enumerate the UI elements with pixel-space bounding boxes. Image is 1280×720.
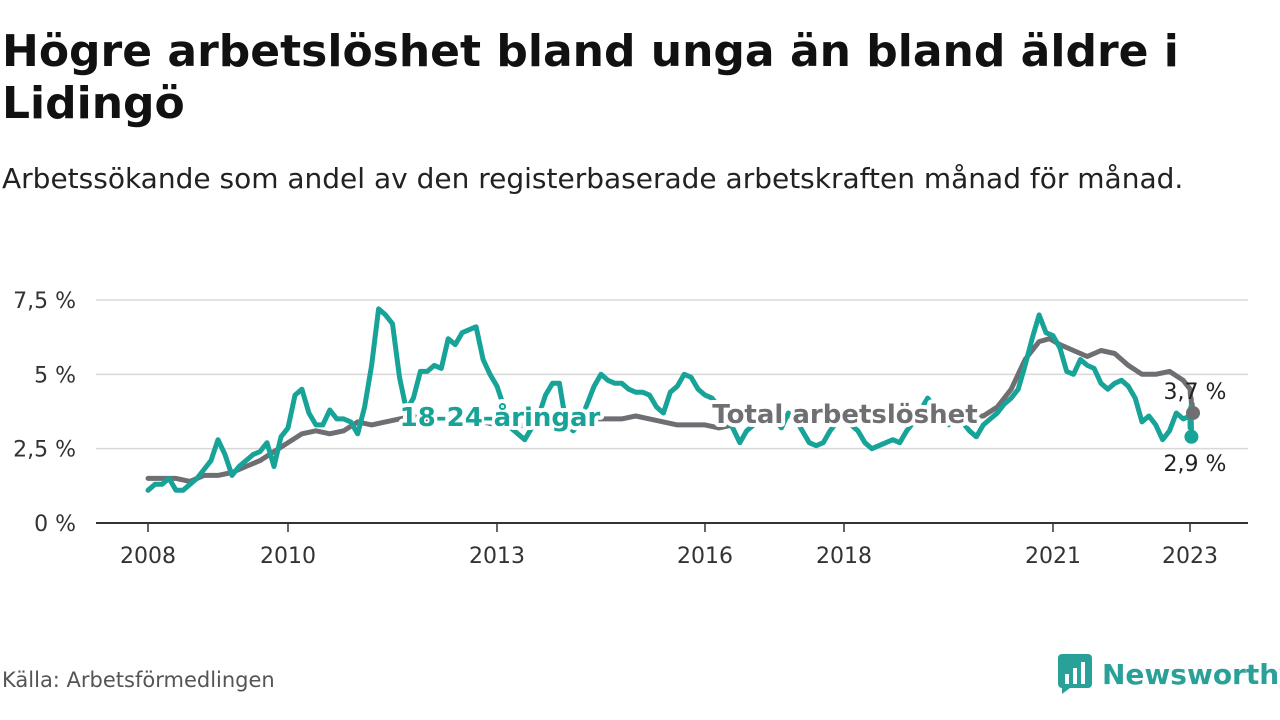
axes: 0 % 2,5 % 5 % 7,5 % 2008 2010 2013 2016 2018 2021… [13, 289, 1248, 569]
x-tick-label: 2018 [816, 544, 872, 569]
series-lines [145, 306, 1196, 493]
series-label-halo: Total arbetslöshet [712, 400, 977, 430]
gridlines [96, 299, 1248, 450]
line-chart: 0 % 2,5 % 5 % 7,5 % 2008 2010 2013 2016 2018 2021… [13, 289, 1248, 569]
x-tick-label: 2023 [1162, 544, 1218, 569]
end-point-18-24 [1184, 429, 1199, 444]
y-tick-label: 7,5 % [13, 289, 76, 314]
chart-subtitle: Arbetssökande som andel av den registerb… [2, 162, 1184, 195]
bar-chart-icon [1058, 654, 1092, 694]
end-point-total [1186, 405, 1200, 420]
brand-logo: Newsworthy [1058, 654, 1280, 694]
x-tick-label: 2013 [469, 544, 525, 569]
chart-title: Högre arbetslöshet bland unga än bland ä… [2, 26, 1179, 129]
series-line-total [145, 336, 1196, 484]
series-label-total: Total arbetslöshet [712, 400, 977, 430]
series-label-halo: 18-24-åringar [400, 401, 601, 433]
x-tick-label: 2010 [260, 544, 316, 569]
y-tick-label: 2,5 % [13, 438, 76, 463]
x-tick-label: 2008 [120, 544, 176, 569]
y-tick-label: 0 % [34, 512, 76, 537]
end-label-18-24: 2,9 % [1164, 452, 1227, 477]
y-tick-label: 5 % [34, 363, 76, 388]
series-label-18-24: 18-24-åringar [400, 401, 601, 433]
x-tick-label: 2016 [677, 544, 733, 569]
x-tick-label: 2021 [1025, 544, 1081, 569]
brand-name: Newsworthy [1102, 657, 1280, 691]
series-line-18-24 [145, 306, 1194, 493]
source-note: Källa: Arbetsförmedlingen [2, 668, 275, 692]
end-label-total: 3,7 % [1164, 380, 1227, 405]
